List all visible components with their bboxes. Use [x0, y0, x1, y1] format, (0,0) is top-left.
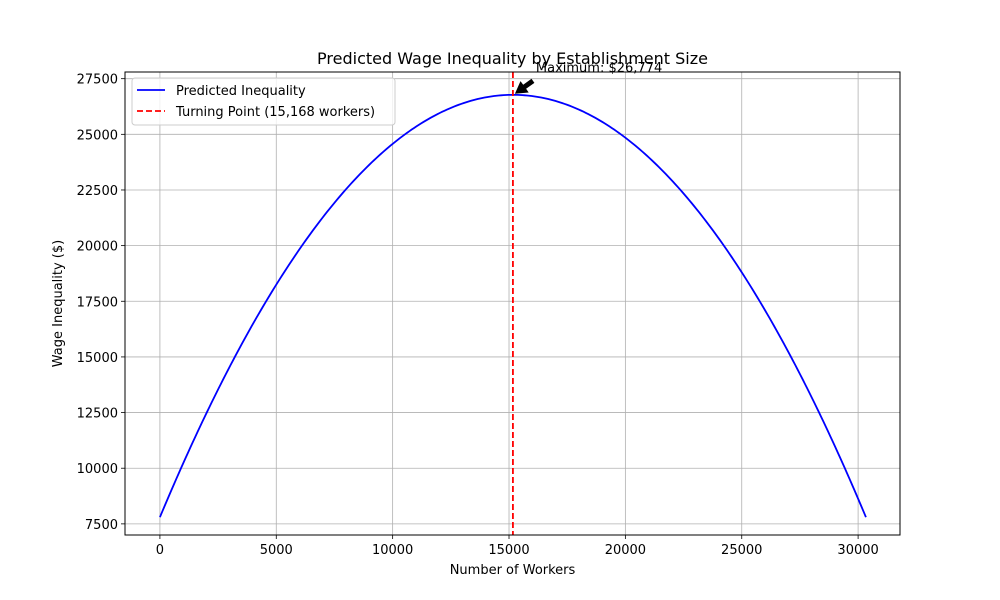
annotation: Maximum: $26,774 [514, 61, 662, 94]
y-axis-label: Wage Inequality ($) [51, 240, 66, 367]
y-tick-label: 15000 [77, 351, 118, 366]
y-tick-label: 25000 [77, 128, 118, 143]
legend-box [131, 77, 396, 126]
x-tick-label: 25000 [721, 543, 762, 558]
chart-title: Predicted Wage Inequality by Establishme… [317, 49, 708, 68]
x-tick-label: 20000 [605, 543, 646, 558]
x-tick-label: 15000 [488, 543, 529, 558]
x-tick-label: 10000 [372, 543, 413, 558]
x-axis-label: Number of Workers [450, 563, 576, 578]
y-tick-label: 27500 [77, 73, 118, 88]
y-tick-label: 10000 [77, 462, 118, 477]
y-tick-label: 7500 [85, 518, 118, 533]
x-tick-label: 0 [156, 543, 164, 558]
legend-entry-turning-point: Turning Point (15,168 workers) [175, 105, 375, 120]
x-tick-label: 30000 [837, 543, 878, 558]
annotation-text: Maximum: $26,774 [536, 61, 662, 76]
y-tick-label: 22500 [77, 184, 118, 199]
legend-entry-predicted-inequality: Predicted Inequality [176, 84, 306, 99]
annotation-arrow [514, 78, 535, 94]
plot-frame [124, 71, 901, 536]
y-tick-label: 12500 [77, 407, 118, 422]
legend: Predicted Inequality Turning Point (15,1… [131, 77, 396, 126]
plot-area [159, 72, 867, 535]
axis-ticks: 0 5000 10000 15000 20000 25000 30000 7500 10000 1… [77, 73, 879, 558]
x-tick-label: 5000 [260, 543, 293, 558]
y-tick-label: 20000 [77, 240, 118, 255]
y-tick-label: 17500 [77, 295, 118, 310]
